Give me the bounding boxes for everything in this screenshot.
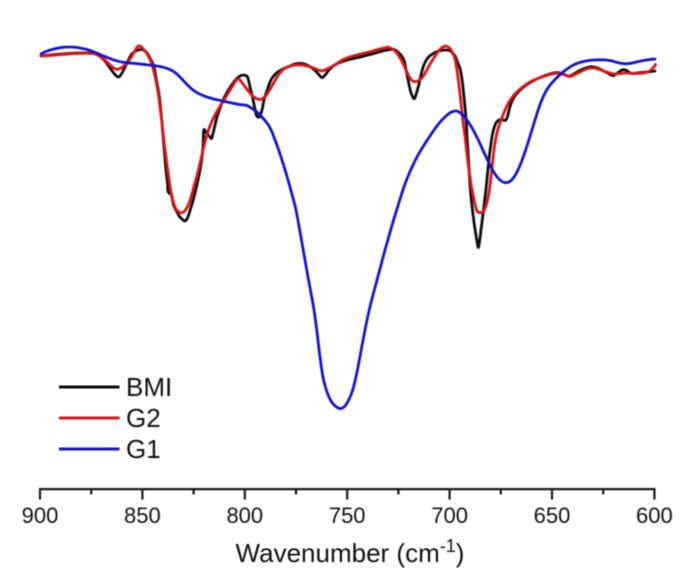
svg-text:850: 850 bbox=[124, 503, 161, 528]
svg-text:BMI: BMI bbox=[126, 372, 172, 402]
svg-text:Wavenumber (cm-1): Wavenumber (cm-1) bbox=[236, 536, 465, 568]
svg-text:750: 750 bbox=[329, 503, 366, 528]
svg-text:800: 800 bbox=[226, 503, 263, 528]
svg-text:G1: G1 bbox=[126, 434, 161, 464]
svg-text:650: 650 bbox=[534, 503, 571, 528]
svg-text:G2: G2 bbox=[126, 403, 161, 433]
svg-text:700: 700 bbox=[431, 503, 468, 528]
svg-text:600: 600 bbox=[636, 503, 673, 528]
svg-text:900: 900 bbox=[22, 503, 59, 528]
